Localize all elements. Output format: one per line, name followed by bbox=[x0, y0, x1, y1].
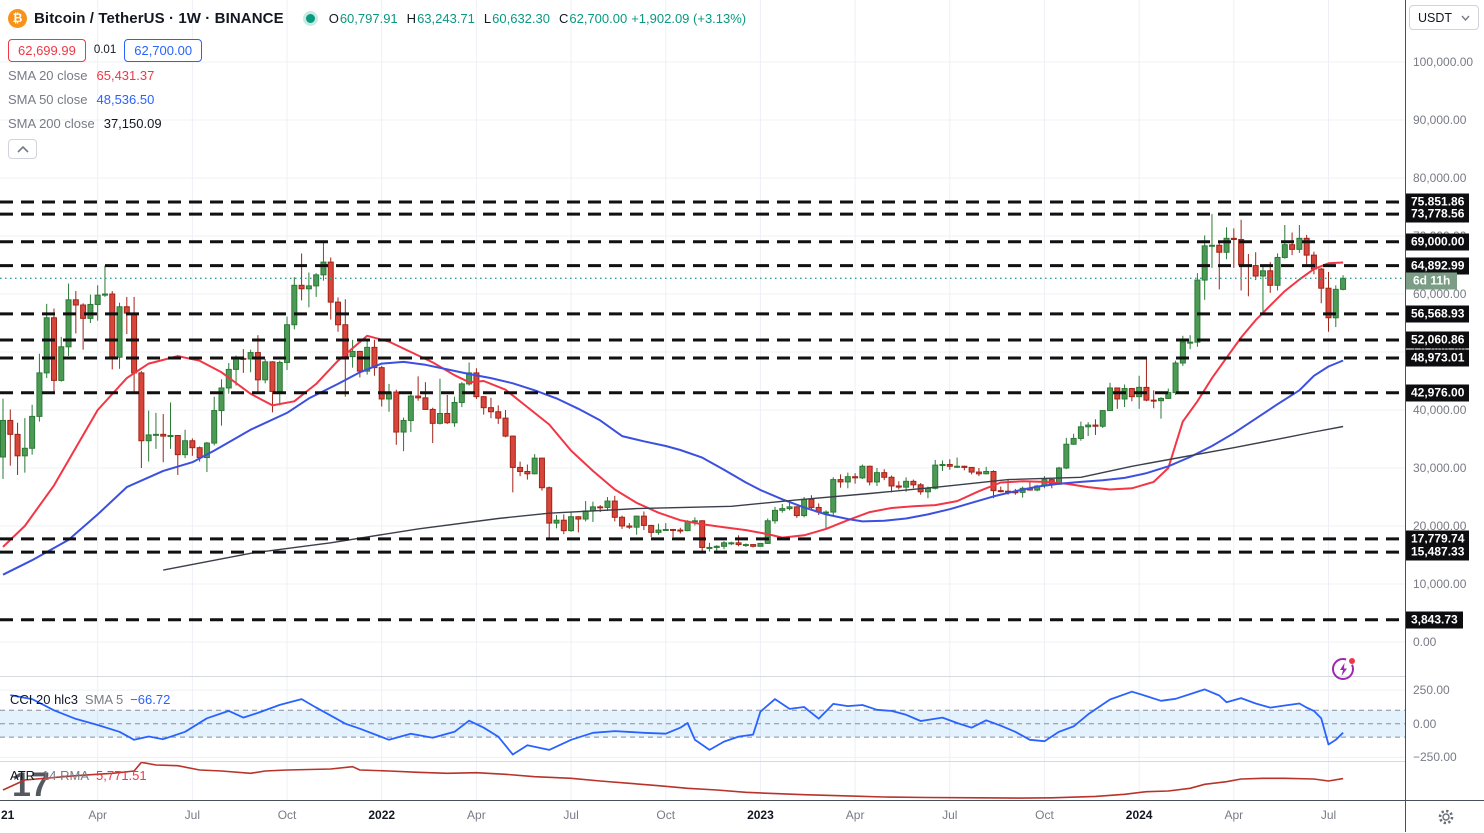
spread-value: 0.01 bbox=[93, 44, 117, 56]
ohlc-item: C62,700.00 bbox=[558, 10, 628, 26]
currency-unit-button[interactable]: USDT bbox=[1409, 5, 1479, 30]
sma20-value: 65,431.37 bbox=[96, 67, 155, 83]
ohlc-item: H63,243.71 bbox=[406, 10, 475, 26]
legend-sma50[interactable]: SMA 50 close 48,536.50 bbox=[8, 87, 746, 111]
atr-params: 14 RMA bbox=[42, 768, 90, 783]
price-tick: 20,000.00 bbox=[1413, 519, 1467, 533]
change-value: +1,902.09 (+3.13%) bbox=[631, 10, 747, 26]
legend-sma20[interactable]: SMA 20 close 65,431.37 bbox=[8, 63, 746, 87]
price-tick: 30,000.00 bbox=[1413, 461, 1467, 475]
ohlc-values: O60,797.91 H63,243.71 L60,632.30 C62,700.00 bbox=[329, 11, 628, 26]
sma200-value: 37,150.09 bbox=[103, 115, 162, 131]
price-tick: 60,000.00 bbox=[1413, 287, 1467, 301]
bitcoin-logo-icon: ₿ bbox=[8, 8, 27, 28]
price-tick: 90,000.00 bbox=[1413, 113, 1467, 127]
level-price-tag: 15,487.33 bbox=[1406, 543, 1470, 561]
time-tick-month: Oct bbox=[656, 808, 676, 822]
lightning-icon bbox=[1332, 658, 1355, 680]
level-price-tag: 73,778.56 bbox=[1406, 205, 1470, 223]
sma50-value: 48,536.50 bbox=[96, 91, 155, 107]
level-price-tag: 56,568.93 bbox=[1406, 305, 1470, 323]
time-tick-year: 2024 bbox=[1125, 808, 1153, 822]
sma50-label: SMA 50 close bbox=[8, 91, 88, 107]
time-tick-month: Oct bbox=[1035, 808, 1054, 822]
ohlc-item: L60,632.30 bbox=[483, 10, 550, 26]
symbol-title[interactable]: Bitcoin / TetherUS · 1W · BINANCE bbox=[34, 9, 284, 27]
cci-value: −66.72 bbox=[130, 692, 171, 707]
level-price-tag: 17,779.74 bbox=[1406, 530, 1470, 548]
price-tick: 100,000.00 bbox=[1413, 55, 1474, 69]
time-tick-year: 21 bbox=[1, 808, 15, 822]
atr-title: ATR bbox=[10, 768, 36, 783]
chevron-up-icon bbox=[16, 145, 29, 153]
legend-cci[interactable]: CCI 20 hlc3 SMA 5 −66.72 bbox=[10, 692, 170, 707]
ask-price-box[interactable]: 62,700.00 bbox=[124, 38, 203, 62]
cci-title: CCI 20 hlc3 bbox=[10, 692, 78, 707]
main-chart[interactable]: 17 bbox=[0, 0, 1405, 800]
level-price-tag: 69,000.00 bbox=[1406, 233, 1470, 251]
chevron-down-icon bbox=[1461, 15, 1470, 21]
level-price-tag: 42,976.00 bbox=[1406, 384, 1470, 402]
price-tick: 40,000.00 bbox=[1413, 403, 1467, 417]
level-price-tag: 64,892.99 bbox=[1406, 257, 1470, 275]
time-tick-month: Jul bbox=[1320, 808, 1337, 822]
price-tick: 10,000.00 bbox=[1413, 577, 1467, 591]
time-tick-month: Jul bbox=[184, 808, 201, 822]
time-tick-month: Apr bbox=[88, 808, 108, 822]
time-axis[interactable]: 21 Apr Jul Oct 2022 Apr Jul Oct 2023 Apr Jul Oct 202… bbox=[0, 800, 1484, 833]
cci-tick: −250.00 bbox=[1413, 750, 1457, 765]
countdown-badge: 6d 11h bbox=[1406, 272, 1458, 290]
flash-trade-button[interactable] bbox=[1331, 655, 1357, 681]
time-tick-year: 2022 bbox=[368, 808, 396, 822]
price-tick: 80,000.00 bbox=[1413, 171, 1467, 185]
level-price-tag: 3,843.73 bbox=[1406, 611, 1463, 629]
level-price-tag: 48,973.01 bbox=[1406, 349, 1470, 367]
sma200-label: SMA 200 close bbox=[8, 115, 95, 131]
sma20-label: SMA 20 close bbox=[8, 67, 88, 83]
legend-sma200[interactable]: SMA 200 close 37,150.09 bbox=[8, 111, 746, 135]
time-tick-year: 2023 bbox=[747, 808, 774, 822]
currency-unit-label: USDT bbox=[1418, 10, 1453, 25]
time-tick-month: Apr bbox=[845, 808, 865, 822]
collapse-legend-button[interactable] bbox=[8, 139, 37, 159]
time-tick-month: Jul bbox=[563, 808, 579, 822]
legend-atr[interactable]: ATR 14 RMA 5,771.51 bbox=[10, 768, 147, 783]
market-status-icon[interactable] bbox=[305, 13, 315, 23]
pane-divider-cci[interactable] bbox=[0, 676, 1484, 677]
axis-settings-corner[interactable] bbox=[1405, 801, 1484, 832]
cci-tick: 250.00 bbox=[1413, 683, 1450, 698]
time-tick-month: Jul bbox=[942, 808, 958, 822]
price-tick: 0.00 bbox=[1413, 635, 1437, 649]
bid-price-box[interactable]: 62,699.99 bbox=[8, 38, 86, 62]
cci-params: SMA 5 bbox=[84, 692, 124, 707]
ohlc-item: O60,797.91 bbox=[328, 10, 398, 26]
pane-divider-atr[interactable] bbox=[0, 761, 1484, 762]
atr-value: 5,771.51 bbox=[96, 768, 147, 783]
price-axis[interactable]: USDT 100,000.0090,000.0080,000.0070,000.… bbox=[1405, 0, 1484, 800]
time-tick-month: Oct bbox=[277, 808, 297, 822]
cci-tick: 0.00 bbox=[1413, 716, 1437, 731]
level-price-tag: 52,060.86 bbox=[1406, 331, 1470, 349]
time-tick-month: Apr bbox=[467, 808, 486, 822]
time-tick-month: Apr bbox=[1224, 808, 1244, 822]
gear-icon bbox=[1438, 809, 1453, 824]
